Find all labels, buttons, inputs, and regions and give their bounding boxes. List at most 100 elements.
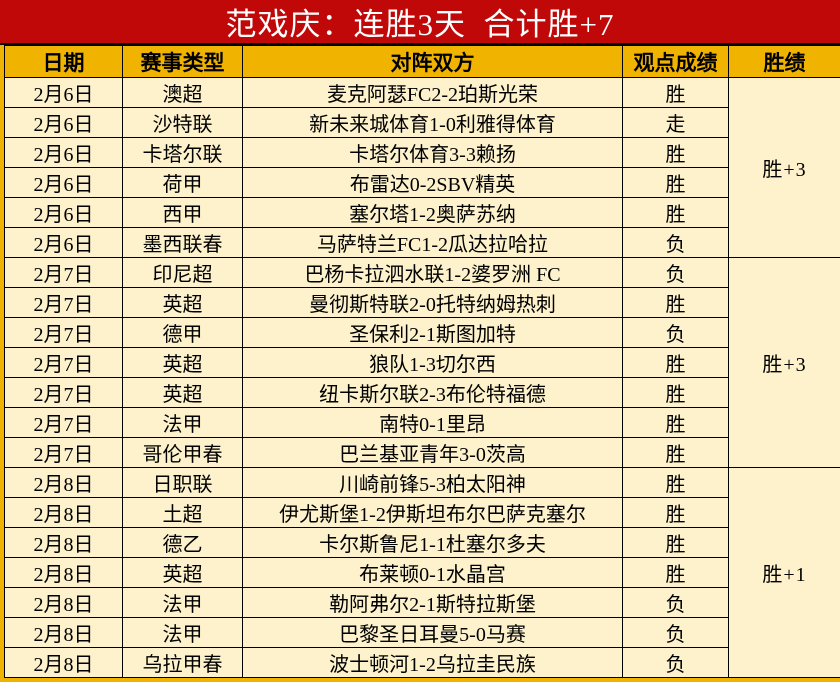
date-cell: 2月6日 bbox=[4, 137, 123, 168]
col-header-league: 赛事类型 bbox=[122, 45, 243, 78]
league-cell: 墨西联春 bbox=[122, 227, 243, 258]
col-header-date: 日期 bbox=[4, 45, 123, 78]
league-cell: 澳超 bbox=[122, 77, 243, 108]
date-cell: 2月7日 bbox=[4, 407, 123, 438]
result-cell: 胜 bbox=[622, 167, 729, 198]
date-cell: 2月7日 bbox=[4, 317, 123, 348]
league-cell: 德甲 bbox=[122, 317, 243, 348]
league-cell: 乌拉甲春 bbox=[122, 647, 243, 678]
match-cell: 伊尤斯堡1-2伊斯坦布尔巴萨克塞尔 bbox=[242, 497, 623, 528]
table-row: 2月8日 英超 布莱顿0-1水晶宫胜 bbox=[4, 557, 840, 588]
col-header-match: 对阵双方 bbox=[242, 45, 623, 78]
date-cell: 2月6日 bbox=[4, 77, 123, 108]
result-cell: 胜 bbox=[622, 347, 729, 378]
streak-summary-cell: 胜+3 bbox=[728, 77, 840, 258]
col-header-result: 观点成绩 bbox=[622, 45, 729, 78]
match-cell: 南特0-1里昂 bbox=[242, 407, 623, 438]
table-row: 2月8日 土超 伊尤斯堡1-2伊斯坦布尔巴萨克塞尔胜 bbox=[4, 497, 840, 528]
match-cell: 纽卡斯尔联2-3布伦特福德 bbox=[242, 377, 623, 408]
result-cell: 负 bbox=[622, 257, 729, 288]
page-title: 范戏庆：连胜3天 合计胜+7 bbox=[225, 7, 615, 42]
league-cell: 英超 bbox=[122, 557, 243, 588]
header-row: 日期 赛事类型 对阵双方 观点成绩 胜绩 bbox=[4, 45, 840, 78]
match-cell: 狼队1-3切尔西 bbox=[242, 347, 623, 378]
table-row: 2月6日 沙特联 新未来城体育1-0利雅得体育走 bbox=[4, 107, 840, 138]
date-cell: 2月6日 bbox=[4, 197, 123, 228]
result-cell: 负 bbox=[622, 647, 729, 678]
table-row: 2月7日 德甲 圣保利2-1斯图加特负 bbox=[4, 317, 840, 348]
table-row: 2月8日 日职联 川崎前锋5-3柏太阳神胜胜+1 bbox=[4, 467, 840, 678]
date-cell: 2月6日 bbox=[4, 167, 123, 198]
date-cell: 2月8日 bbox=[4, 527, 123, 558]
table-row: 2月6日 澳超 麦克阿瑟FC2-2珀斯光荣胜胜+3 bbox=[4, 77, 840, 258]
table-row: 2月6日 荷甲 布雷达0-2SBV精英胜 bbox=[4, 167, 840, 198]
match-cell: 塞尔塔1-2奥萨苏纳 bbox=[242, 197, 623, 228]
date-cell: 2月6日 bbox=[4, 107, 123, 138]
match-cell: 波士顿河1-2乌拉圭民族 bbox=[242, 647, 623, 678]
date-cell: 2月7日 bbox=[4, 287, 123, 318]
table-row: 2月6日 卡塔尔联 卡塔尔体育3-3赖扬胜 bbox=[4, 137, 840, 168]
match-cell: 布雷达0-2SBV精英 bbox=[242, 167, 623, 198]
table-row: 2月8日 德乙 卡尔斯鲁尼1-1杜塞尔多夫胜 bbox=[4, 527, 840, 558]
result-cell: 胜 bbox=[622, 407, 729, 438]
league-cell: 法甲 bbox=[122, 587, 243, 618]
title-bar: 范戏庆：连胜3天 合计胜+7 bbox=[0, 0, 840, 45]
table-row: 2月8日 法甲 勒阿弗尔2-1斯特拉斯堡负 bbox=[4, 587, 840, 618]
league-cell: 英超 bbox=[122, 347, 243, 378]
result-cell: 负 bbox=[622, 227, 729, 258]
date-cell: 2月8日 bbox=[4, 587, 123, 618]
result-cell: 胜 bbox=[622, 197, 729, 228]
results-table-wrap: 日期 赛事类型 对阵双方 观点成绩 胜绩 2月6日 澳超 麦克阿瑟FC2-2珀斯光荣… bbox=[0, 45, 840, 678]
league-cell: 德乙 bbox=[122, 527, 243, 558]
table-row: 2月7日 英超 纽卡斯尔联2-3布伦特福德胜 bbox=[4, 377, 840, 408]
league-cell: 英超 bbox=[122, 287, 243, 318]
match-cell: 勒阿弗尔2-1斯特拉斯堡 bbox=[242, 587, 623, 618]
result-cell: 胜 bbox=[622, 287, 729, 318]
league-cell: 土超 bbox=[122, 497, 243, 528]
streak-summary-cell: 胜+1 bbox=[728, 467, 840, 678]
league-cell: 哥伦甲春 bbox=[122, 437, 243, 468]
league-cell: 沙特联 bbox=[122, 107, 243, 138]
result-cell: 负 bbox=[622, 317, 729, 348]
league-cell: 荷甲 bbox=[122, 167, 243, 198]
match-cell: 麦克阿瑟FC2-2珀斯光荣 bbox=[242, 77, 623, 108]
col-header-streak: 胜绩 bbox=[728, 45, 840, 78]
result-cell: 胜 bbox=[622, 557, 729, 588]
league-cell: 法甲 bbox=[122, 407, 243, 438]
table-row: 2月7日 印尼超 巴杨卡拉泗水联1-2婆罗洲 FC 负胜+3 bbox=[4, 257, 840, 468]
result-cell: 走 bbox=[622, 107, 729, 138]
table-row: 2月8日 法甲 巴黎圣日耳曼5-0马赛负 bbox=[4, 617, 840, 648]
match-cell: 巴杨卡拉泗水联1-2婆罗洲 FC bbox=[242, 257, 623, 288]
date-cell: 2月8日 bbox=[4, 497, 123, 528]
results-table: 日期 赛事类型 对阵双方 观点成绩 胜绩 2月6日 澳超 麦克阿瑟FC2-2珀斯光荣… bbox=[4, 45, 840, 678]
league-cell: 英超 bbox=[122, 377, 243, 408]
result-cell: 胜 bbox=[622, 467, 729, 498]
table-row: 2月8日 乌拉甲春 波士顿河1-2乌拉圭民族负 bbox=[4, 647, 840, 678]
date-cell: 2月8日 bbox=[4, 557, 123, 588]
result-cell: 胜 bbox=[622, 137, 729, 168]
table-row: 2月7日 哥伦甲春 巴兰基亚青年3-0茨高胜 bbox=[4, 437, 840, 468]
match-cell: 卡尔斯鲁尼1-1杜塞尔多夫 bbox=[242, 527, 623, 558]
match-cell: 卡塔尔体育3-3赖扬 bbox=[242, 137, 623, 168]
match-cell: 曼彻斯特联2-0托特纳姆热刺 bbox=[242, 287, 623, 318]
result-cell: 负 bbox=[622, 617, 729, 648]
result-cell: 胜 bbox=[622, 77, 729, 108]
date-cell: 2月6日 bbox=[4, 227, 123, 258]
date-cell: 2月7日 bbox=[4, 347, 123, 378]
match-cell: 巴兰基亚青年3-0茨高 bbox=[242, 437, 623, 468]
match-cell: 圣保利2-1斯图加特 bbox=[242, 317, 623, 348]
table-row: 2月6日 墨西联春 马萨特兰FC1-2瓜达拉哈拉负 bbox=[4, 227, 840, 258]
result-cell: 负 bbox=[622, 587, 729, 618]
table-row: 2月7日 英超 狼队1-3切尔西胜 bbox=[4, 347, 840, 378]
date-cell: 2月8日 bbox=[4, 467, 123, 498]
date-cell: 2月8日 bbox=[4, 647, 123, 678]
league-cell: 印尼超 bbox=[122, 257, 243, 288]
league-cell: 法甲 bbox=[122, 617, 243, 648]
league-cell: 卡塔尔联 bbox=[122, 137, 243, 168]
table-row: 2月7日 法甲 南特0-1里昂胜 bbox=[4, 407, 840, 438]
league-cell: 西甲 bbox=[122, 197, 243, 228]
match-cell: 新未来城体育1-0利雅得体育 bbox=[242, 107, 623, 138]
date-cell: 2月8日 bbox=[4, 617, 123, 648]
result-cell: 胜 bbox=[622, 497, 729, 528]
